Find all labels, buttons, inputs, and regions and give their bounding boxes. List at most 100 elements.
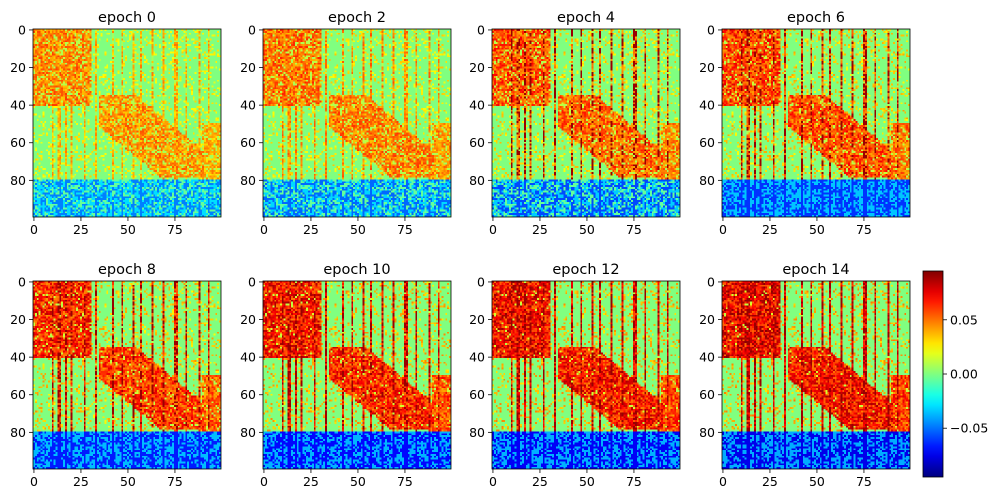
- heatmap-panel: epoch 10 0 25 50 75 0 20 40 60 80: [240, 262, 452, 489]
- y-tick-label: 40: [699, 350, 715, 365]
- y-tick-label: 40: [240, 350, 256, 365]
- y-tick-label: 20: [240, 312, 256, 327]
- y-tick-label: 20: [10, 60, 26, 75]
- x-tick-label: 50: [350, 474, 366, 489]
- x-tick-label: 50: [579, 474, 595, 489]
- colorbar-gradient: [923, 271, 943, 477]
- x-tick-label: 75: [626, 222, 642, 237]
- x-tick-label: 25: [73, 474, 89, 489]
- heatmap-cells: [33, 29, 221, 217]
- x-tick-label: 0: [489, 474, 497, 489]
- heatmap-cells: [33, 281, 221, 469]
- panel-title: epoch 2: [328, 10, 386, 26]
- panel-frame: [491, 28, 681, 218]
- panel-title: epoch 14: [782, 262, 849, 278]
- y-tick-label: 80: [469, 173, 485, 188]
- heatmap-panel: epoch 6 0 25 50 75 0 20 40 60 80: [699, 10, 911, 237]
- heatmap-cells: [263, 281, 451, 469]
- y-tick-label: 60: [10, 135, 26, 150]
- panel-frame: [32, 28, 222, 218]
- y-tick-label: 0: [707, 274, 715, 289]
- y-tick-label: 80: [240, 173, 256, 188]
- y-tick-label: 80: [699, 425, 715, 440]
- y-tick-label: 40: [469, 350, 485, 365]
- x-tick-label: 50: [120, 474, 136, 489]
- x-tick-label: 75: [856, 474, 872, 489]
- heatmap-panel: epoch 0 0 25 50 75 0 20 40 60 80: [10, 10, 222, 237]
- panel-frame: [262, 28, 452, 218]
- panel-frame: [32, 280, 222, 470]
- x-tick-label: 75: [397, 222, 413, 237]
- panel-title: epoch 10: [323, 262, 390, 278]
- x-tick-label: 25: [303, 222, 319, 237]
- x-tick-label: 75: [397, 474, 413, 489]
- heatmap-cells: [492, 281, 680, 469]
- colorbar-tick-label: 0.00: [950, 367, 978, 382]
- y-tick-label: 60: [240, 135, 256, 150]
- heatmap-panel: epoch 12 0 25 50 75 0 20 40 60 80: [469, 262, 681, 489]
- y-tick-label: 20: [699, 312, 715, 327]
- x-tick-label: 25: [762, 474, 778, 489]
- heatmap-cells: [722, 29, 910, 217]
- y-tick-label: 40: [240, 98, 256, 113]
- x-tick-label: 25: [532, 222, 548, 237]
- y-tick-label: 0: [248, 274, 256, 289]
- heatmap-panel: epoch 4 0 25 50 75 0 20 40 60 80: [469, 10, 681, 237]
- x-tick-label: 75: [856, 222, 872, 237]
- heatmap-panel: epoch 8 0 25 50 75 0 20 40 60 80: [10, 262, 222, 489]
- panel-title: epoch 12: [552, 262, 619, 278]
- panel-frame: [262, 280, 452, 470]
- x-tick-label: 0: [260, 474, 268, 489]
- x-tick-label: 75: [626, 474, 642, 489]
- x-tick-label: 50: [809, 222, 825, 237]
- panel-title: epoch 0: [98, 10, 156, 26]
- panel-title: epoch 6: [787, 10, 845, 26]
- y-tick-label: 80: [469, 425, 485, 440]
- y-tick-label: 60: [10, 387, 26, 402]
- y-tick-label: 80: [10, 425, 26, 440]
- y-tick-label: 0: [477, 274, 485, 289]
- x-tick-label: 0: [489, 222, 497, 237]
- x-tick-label: 50: [809, 474, 825, 489]
- y-tick-label: 0: [707, 22, 715, 37]
- y-tick-label: 0: [18, 22, 26, 37]
- x-tick-label: 0: [30, 474, 38, 489]
- y-tick-label: 40: [469, 98, 485, 113]
- heatmap-panel: epoch 14 0 25 50 75 0 20 40 60 80: [699, 262, 911, 489]
- y-tick-label: 20: [469, 312, 485, 327]
- y-tick-label: 60: [699, 387, 715, 402]
- y-tick-label: 60: [240, 387, 256, 402]
- panel-frame: [491, 280, 681, 470]
- x-tick-label: 0: [30, 222, 38, 237]
- y-tick-label: 60: [699, 135, 715, 150]
- y-tick-label: 60: [469, 387, 485, 402]
- x-tick-label: 75: [167, 474, 183, 489]
- y-tick-label: 80: [240, 425, 256, 440]
- panel-title: epoch 4: [557, 10, 615, 26]
- x-tick-label: 0: [719, 222, 727, 237]
- y-tick-label: 80: [10, 173, 26, 188]
- x-tick-label: 25: [762, 222, 778, 237]
- panel-frame: [721, 280, 911, 470]
- x-tick-label: 50: [120, 222, 136, 237]
- colorbar-tick-label: −0.05: [950, 421, 988, 436]
- y-tick-label: 0: [248, 22, 256, 37]
- heatmap-panels: epoch 0 0 25 50 75 0 20 40 60 80 epoch 2 0 25 50 75 0 20…: [10, 10, 911, 489]
- panel-frame: [721, 28, 911, 218]
- y-tick-label: 0: [18, 274, 26, 289]
- panel-title: epoch 8: [98, 262, 156, 278]
- y-tick-label: 80: [699, 173, 715, 188]
- x-tick-label: 25: [73, 222, 89, 237]
- colorbar-tick-label: 0.05: [950, 312, 978, 327]
- x-tick-label: 0: [260, 222, 268, 237]
- heatmap-panel: epoch 2 0 25 50 75 0 20 40 60 80: [240, 10, 452, 237]
- y-tick-label: 20: [10, 312, 26, 327]
- heatmap-cells: [492, 29, 680, 217]
- y-tick-label: 20: [240, 60, 256, 75]
- y-tick-label: 20: [699, 60, 715, 75]
- x-tick-label: 25: [532, 474, 548, 489]
- x-tick-label: 25: [303, 474, 319, 489]
- y-tick-label: 20: [469, 60, 485, 75]
- heatmap-cells: [722, 281, 910, 469]
